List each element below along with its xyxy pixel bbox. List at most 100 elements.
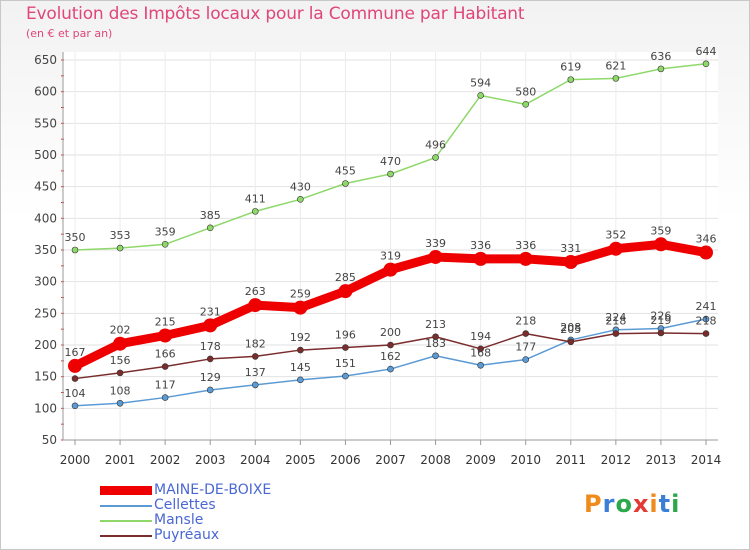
data-label: 285	[335, 271, 356, 284]
data-label: 231	[200, 305, 221, 318]
data-point	[113, 336, 128, 351]
data-label: 319	[380, 250, 401, 263]
data-label: 178	[200, 340, 221, 353]
data-point	[158, 328, 173, 343]
x-tick-label: 2004	[240, 453, 271, 467]
y-tick-label: 300	[34, 275, 57, 289]
logo-letter: i	[649, 490, 659, 518]
data-point	[206, 355, 214, 363]
data-point	[293, 300, 308, 315]
data-label: 168	[470, 346, 491, 359]
y-tick-label: 450	[34, 180, 57, 194]
x-tick-label: 2002	[150, 453, 181, 467]
data-point	[342, 372, 349, 380]
data-point	[297, 196, 304, 203]
x-tick-label: 2006	[330, 453, 361, 467]
x-tick-label: 2005	[285, 453, 316, 467]
data-label: 196	[335, 329, 356, 342]
data-point	[567, 76, 575, 83]
data-point	[612, 330, 620, 337]
logo-letter: o	[615, 490, 633, 518]
legend-label: Cellettes	[154, 497, 216, 513]
data-label: 218	[696, 315, 717, 328]
data-label: 336	[470, 239, 491, 252]
data-label: 385	[200, 209, 221, 222]
data-label: 411	[245, 192, 266, 205]
proxiti-logo: Proxiti	[584, 490, 680, 518]
data-point	[608, 241, 623, 256]
chart-title: Evolution des Impôts locaux pour la Comm…	[26, 4, 525, 24]
data-point	[477, 361, 484, 369]
y-tick-label: 150	[34, 370, 57, 384]
data-label: 346	[696, 233, 717, 246]
data-point	[653, 237, 668, 252]
data-point	[297, 376, 304, 384]
data-point	[297, 346, 304, 354]
data-label: 336	[515, 239, 536, 252]
data-label: 352	[605, 229, 626, 242]
data-point	[71, 246, 79, 254]
data-point	[383, 262, 398, 277]
data-point	[477, 92, 484, 99]
data-label: 205	[560, 323, 581, 336]
data-label: 470	[380, 155, 401, 168]
y-tick-label: 250	[34, 306, 57, 320]
data-point	[206, 224, 214, 232]
data-label: 226	[650, 310, 671, 323]
x-tick-label: 2012	[601, 453, 632, 467]
y-tick-label: 500	[34, 148, 57, 162]
x-tick-label: 2003	[195, 453, 226, 467]
data-point	[68, 358, 82, 373]
data-point	[477, 345, 484, 353]
data-label: 430	[290, 180, 311, 193]
data-label: 350	[65, 231, 86, 244]
data-point	[251, 208, 259, 215]
data-point	[432, 154, 439, 161]
data-label: 129	[200, 371, 221, 384]
data-label: 213	[425, 318, 446, 331]
data-label: 167	[65, 346, 86, 359]
data-point	[612, 75, 620, 82]
legend-label: Puyréaux	[154, 527, 220, 543]
data-point	[522, 356, 530, 363]
data-point	[387, 365, 394, 373]
data-label: 224	[605, 311, 626, 324]
y-tick-label: 200	[34, 338, 57, 352]
data-point	[522, 330, 530, 337]
legend-swatch	[100, 520, 152, 522]
data-point	[657, 329, 665, 337]
data-label: 108	[110, 384, 131, 397]
data-label: 594	[470, 76, 491, 89]
data-point	[206, 386, 214, 394]
data-label: 208	[560, 321, 581, 334]
legend-label: Mansle	[154, 512, 204, 528]
logo-letter: x	[632, 490, 650, 518]
data-label: 182	[245, 337, 266, 350]
y-tick-label: 600	[34, 85, 57, 99]
data-label: 192	[290, 331, 311, 344]
data-label: 359	[650, 224, 671, 237]
data-point	[116, 369, 124, 377]
data-label: 331	[560, 242, 581, 255]
data-label: 580	[515, 85, 536, 98]
data-label: 353	[110, 229, 131, 242]
data-label: 166	[155, 348, 176, 361]
data-point	[702, 315, 710, 323]
y-tick-label: 650	[34, 53, 57, 67]
y-tick-label: 400	[34, 211, 57, 225]
data-point	[432, 352, 439, 360]
data-point	[338, 284, 353, 299]
data-point	[251, 381, 259, 389]
data-label: 263	[245, 285, 266, 298]
data-label: 200	[380, 326, 401, 339]
x-tick-label: 2013	[646, 453, 677, 467]
legend-swatch	[100, 505, 152, 507]
data-label: 151	[335, 357, 356, 370]
data-label: 218	[605, 315, 626, 328]
data-label: 644	[696, 45, 717, 58]
data-point	[251, 353, 259, 360]
data-label: 104	[65, 387, 86, 400]
data-label: 117	[155, 379, 176, 392]
data-point	[342, 344, 349, 351]
data-point	[71, 375, 79, 382]
